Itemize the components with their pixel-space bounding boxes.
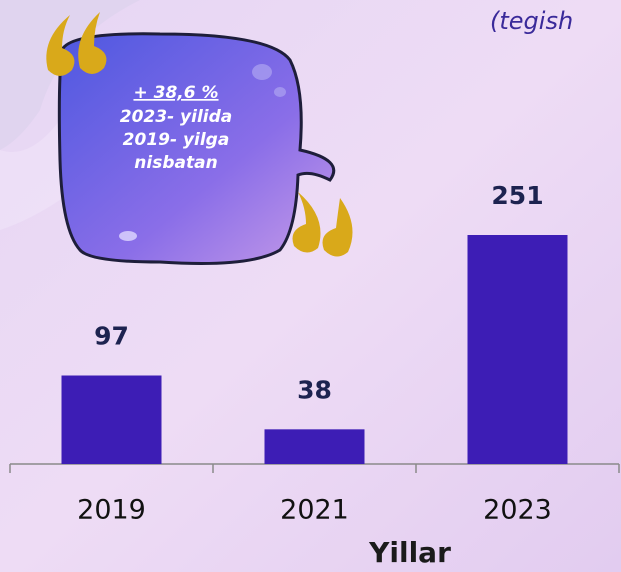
value-label: 251 [491, 181, 543, 210]
annotation-line: 2023- yilida [120, 107, 233, 127]
value-label: 38 [297, 375, 332, 404]
x-tick-label: 2021 [280, 495, 349, 526]
annotation-line: 2019- yilga [123, 130, 230, 150]
annotation-highlight: + 38,6 % [133, 83, 218, 103]
bar [468, 235, 568, 464]
subtitle: (tegish [490, 7, 573, 35]
annotation-line: nisbatan [134, 153, 217, 173]
x-tick-label: 2019 [77, 495, 146, 526]
decoration [274, 87, 286, 97]
value-label: 97 [94, 322, 129, 351]
decoration [252, 64, 272, 80]
x-tick-label: 2023 [483, 495, 552, 526]
decoration [119, 231, 137, 241]
bar [265, 429, 365, 464]
annotation: 2023- yilida 2019- yilga nisbatan [120, 107, 233, 173]
chart: (tegish + 38,6 % 2023- yilida 2019- yilga… [0, 0, 621, 572]
bar [62, 376, 162, 464]
x-axis-label: Yillar [368, 536, 451, 569]
